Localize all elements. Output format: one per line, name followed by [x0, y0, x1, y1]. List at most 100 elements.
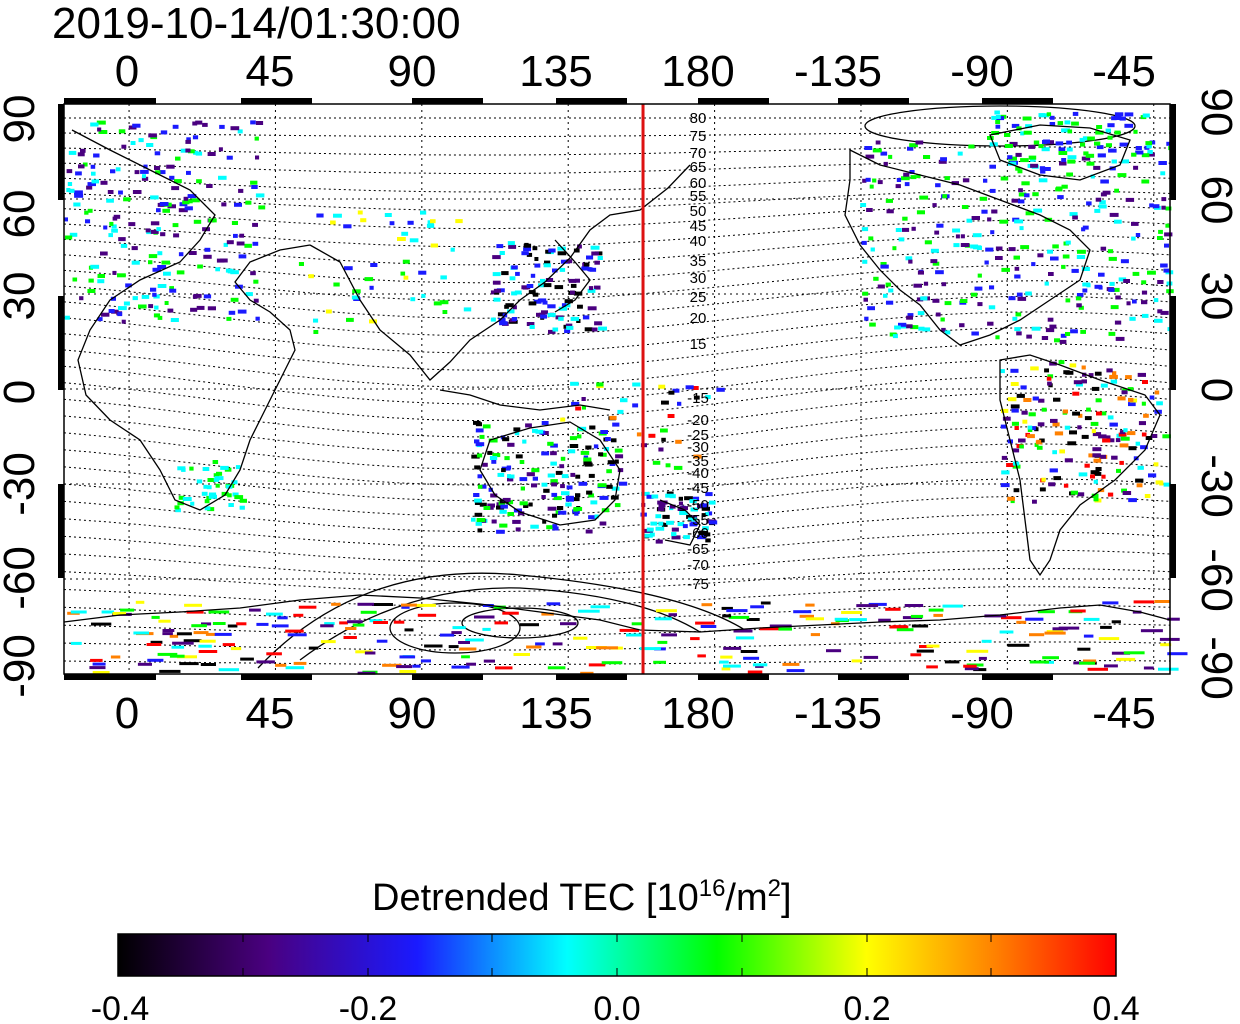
- tec-point: [546, 525, 553, 530]
- tec-point: [169, 634, 179, 638]
- tec-point: [932, 261, 940, 266]
- tec-point: [916, 649, 934, 653]
- tec-point: [133, 631, 149, 635]
- tec-point: [1141, 401, 1146, 406]
- tec-point: [1108, 256, 1117, 261]
- tec-point: [162, 629, 175, 632]
- tec-point: [590, 605, 610, 609]
- tec-point: [1107, 492, 1114, 497]
- tec-point: [409, 238, 419, 243]
- tec-point: [571, 401, 580, 406]
- tec-point: [1050, 418, 1058, 423]
- tec-point: [1029, 426, 1036, 431]
- tec-point: [1098, 204, 1107, 209]
- tec-point: [906, 324, 913, 329]
- map-title: 2019-10-14/01:30:00: [52, 0, 461, 48]
- tec-point: [668, 390, 675, 395]
- tec-point: [239, 505, 245, 510]
- lat-tick-right-90: 90: [1192, 88, 1240, 137]
- tec-point: [678, 501, 683, 506]
- tec-point: [662, 514, 670, 519]
- tec-point: [942, 194, 948, 199]
- tec-point: [518, 511, 525, 516]
- tec-point: [1107, 415, 1114, 420]
- tec-point: [189, 466, 194, 471]
- tec-point: [1086, 201, 1092, 206]
- tec-point: [195, 120, 203, 125]
- tec-point: [666, 520, 674, 525]
- tec-point: [190, 307, 198, 312]
- tec-point: [1052, 244, 1059, 249]
- tec-point: [923, 281, 929, 286]
- tec-point: [482, 627, 491, 631]
- tec-point: [369, 619, 383, 623]
- tec-point: [1132, 271, 1140, 276]
- tec-point: [401, 603, 417, 607]
- contour-label: -50: [687, 497, 709, 514]
- tec-point: [239, 498, 247, 503]
- tec-point: [1070, 609, 1086, 613]
- contour-line: [63, 376, 1171, 421]
- tec-point: [960, 243, 970, 247]
- lon-tick-bottom-45: 45: [246, 689, 295, 738]
- contour-label: 15: [690, 336, 707, 353]
- tec-point: [1115, 438, 1121, 443]
- tec-point: [532, 292, 539, 297]
- tec-point: [87, 182, 96, 187]
- tec-point: [1029, 660, 1049, 664]
- tec-point: [88, 278, 94, 283]
- tec-point: [646, 494, 654, 499]
- tec-point: [641, 491, 650, 496]
- tec-point: [1004, 133, 1011, 137]
- tec-point: [255, 316, 260, 321]
- contour-label: -55: [687, 512, 709, 529]
- tec-point: [932, 298, 940, 303]
- tec-point: [626, 633, 642, 637]
- tec-point: [339, 621, 348, 625]
- tec-point: [995, 115, 1001, 119]
- tec-point: [583, 461, 592, 466]
- tec-point: [1081, 267, 1090, 271]
- tec-point: [541, 612, 554, 616]
- tec-point: [118, 306, 127, 311]
- tec-point: [169, 654, 185, 658]
- tec-point: [345, 627, 357, 630]
- tec-point: [1021, 410, 1028, 415]
- tec-point: [325, 309, 332, 314]
- tec-point: [1141, 280, 1147, 285]
- tec-point: [498, 318, 506, 323]
- tec-point: [208, 492, 217, 497]
- lat-tick-left-30: 30: [0, 272, 44, 321]
- tec-point: [1160, 643, 1172, 647]
- tec-point: [930, 248, 939, 253]
- tec-point: [204, 247, 211, 252]
- tec-point: [584, 327, 593, 332]
- tec-point: [594, 514, 599, 519]
- tec-point: [112, 270, 117, 275]
- tec-point: [1160, 171, 1166, 176]
- tec-point: [599, 495, 609, 500]
- tec-point: [585, 445, 592, 450]
- tec-point: [1071, 121, 1079, 126]
- tec-point: [202, 467, 210, 471]
- tec-point: [1066, 147, 1073, 152]
- tec-point: [1106, 368, 1113, 373]
- tec-point: [1080, 142, 1086, 147]
- tec-point: [1116, 468, 1121, 473]
- tec-point: [1148, 473, 1157, 478]
- tec-point: [904, 604, 924, 607]
- tec-point: [578, 609, 600, 613]
- tec-point: [1056, 186, 1062, 191]
- tec-point: [183, 196, 189, 201]
- tec-point: [150, 287, 157, 292]
- lon-tick-bottom-135: 135: [519, 689, 592, 738]
- tec-point: [1049, 361, 1057, 366]
- tec-point: [192, 294, 198, 299]
- tec-point: [973, 245, 982, 250]
- tec-point: [141, 294, 150, 299]
- tec-point: [722, 614, 732, 618]
- tec-point: [540, 314, 547, 319]
- tec-point: [188, 149, 195, 154]
- tec-point: [907, 146, 914, 151]
- tec-point: [880, 264, 889, 269]
